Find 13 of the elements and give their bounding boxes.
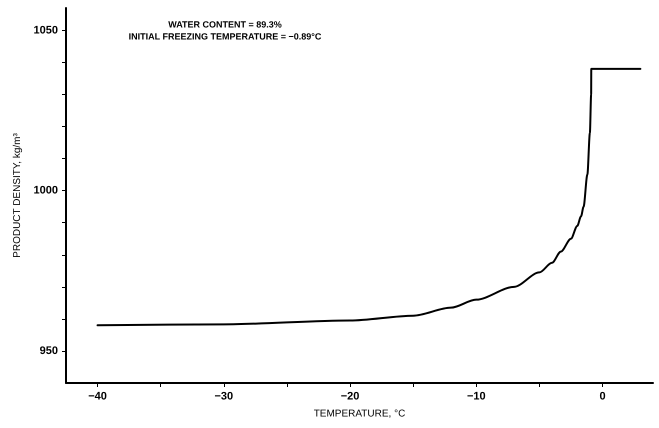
x-axis-title: TEMPERATURE, °C [314,408,406,420]
y-axis-title: PRODUCT DENSITY, kg/m³ [12,132,24,258]
y-tick-label: 1050 [34,24,58,36]
x-tick-label: −30 [214,390,234,402]
line-series [96,68,642,326]
annotation: WATER CONTENT = 89.3% [168,20,282,30]
annotation: INITIAL FREEZING TEMPERATURE = −0.89°C [128,32,322,42]
y-tick-label: 1000 [34,184,58,197]
x-tick-label: −10 [466,390,486,402]
x-tick-label: −20 [340,390,360,402]
x-tick-label: −40 [88,390,107,402]
x-tick-label: 0 [599,390,606,402]
y-tick-label: 950 [40,344,58,357]
